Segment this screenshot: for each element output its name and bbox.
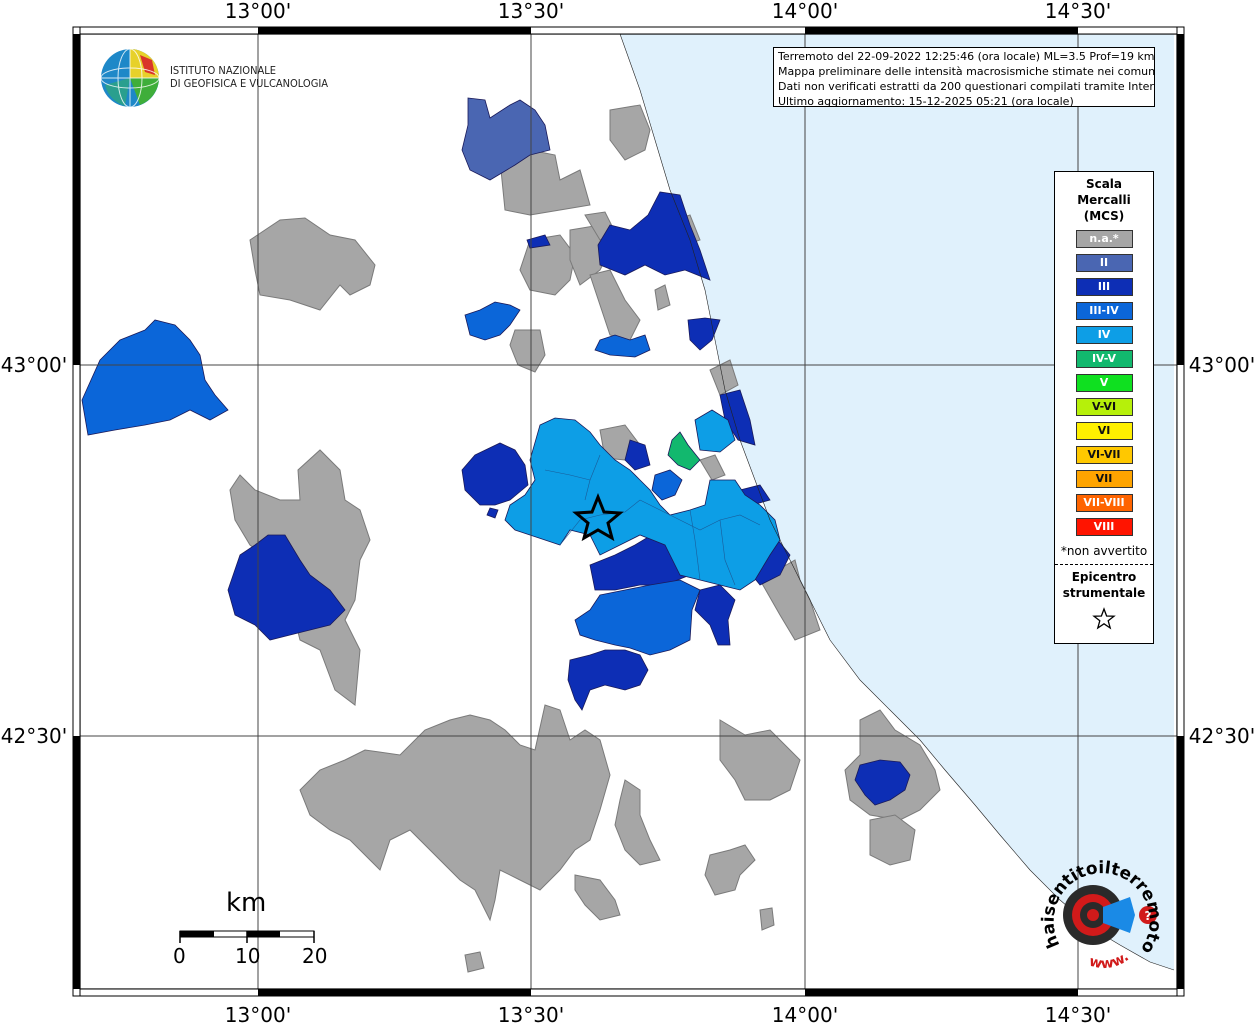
legend-note: *non avvertito [1060, 544, 1148, 558]
legend-separator [1055, 564, 1153, 565]
legend-item: VII-VIII [1075, 494, 1133, 512]
legend-item: VIII [1075, 518, 1133, 536]
legend-title: Scala Mercalli (MCS) [1055, 176, 1153, 224]
ingv-line-2: DI GEOFISICA E VULCANOLOGIA [170, 77, 329, 90]
legend-item: II [1075, 254, 1133, 272]
scale-tick-20: 20 [302, 944, 328, 968]
ingv-logo-icon [100, 48, 160, 108]
intensity-municipalities [81, 97, 911, 806]
legend-title-3: (MCS) [1083, 209, 1125, 223]
scale-tick-0: 0 [173, 944, 186, 968]
legend-item: V [1075, 374, 1133, 392]
legend-title-1: Scala [1085, 177, 1123, 191]
bottom-label-1430: 14°30' [1045, 1003, 1111, 1024]
legend-item: VI [1075, 422, 1133, 440]
ingv-line-1: ISTITUTO NAZIONALE [170, 64, 277, 77]
legend-item: III [1075, 278, 1133, 296]
hsit-www-text: www. [1088, 949, 1132, 972]
ingv-name: ISTITUTO NAZIONALE DI GEOFISICA E VULCAN… [170, 64, 328, 90]
legend-star-icon [1092, 607, 1116, 630]
frame-bars [72, 26, 1185, 997]
legend-item: V-VI [1075, 398, 1133, 416]
top-label-1330: 13°30' [498, 0, 564, 23]
top-label-1400: 14°00' [772, 0, 838, 23]
bottom-label-1300: 13°00' [225, 1003, 291, 1024]
scale-tick-10: 10 [235, 944, 261, 968]
top-label-1300: 13°00' [225, 0, 291, 23]
legend-epicenter-2: strumentale [1062, 586, 1146, 600]
legend-item: IV-V [1075, 350, 1133, 368]
legend-item: VI-VII [1075, 446, 1133, 464]
bottom-label-1330: 13°30' [498, 1003, 564, 1024]
legend-item: VII [1075, 470, 1133, 488]
intensity-legend: Scala Mercalli (MCS) n.a.* II III III-IV IV I… [1054, 171, 1154, 644]
coastline [619, 33, 1175, 971]
legend-title-2: Mercalli [1077, 193, 1131, 207]
legend-epicenter: Epicentro strumentale [1055, 569, 1153, 601]
legend-items: n.a.* II III III-IV IV IV-V V V-VI VI VI-VII VII VI… [1055, 230, 1153, 536]
info-line-1: Terremoto del 22-09-2022 12:25:46 (ora l… [778, 50, 1155, 63]
info-line-4: Ultimo aggiornamento: 15-12-2025 05:21 (… [778, 95, 1074, 107]
svg-text:?: ? [1145, 909, 1152, 923]
right-label-4230: 42°30' [1189, 724, 1255, 748]
epicenter-star-icon [572, 492, 624, 542]
bottom-label-1400: 14°00' [772, 1003, 838, 1024]
info-box: Terremoto del 22-09-2022 12:25:46 (ora l… [773, 47, 1155, 107]
left-label-4300: 43°00' [1, 353, 67, 377]
scale-unit: km [226, 888, 267, 918]
legend-item: IV [1075, 326, 1133, 344]
right-label-4300: 43°00' [1189, 353, 1255, 377]
info-line-3: Dati non verificati estratti da 200 ques… [778, 80, 1155, 93]
svg-text:www.: www. [1088, 949, 1132, 972]
top-label-1430: 14°30' [1045, 0, 1111, 23]
scale-bar [179, 930, 315, 943]
legend-item: III-IV [1075, 302, 1133, 320]
left-label-4230: 42°30' [1, 724, 67, 748]
legend-epicenter-1: Epicentro [1071, 570, 1137, 584]
legend-item: n.a.* [1075, 230, 1133, 248]
info-line-2: Mappa preliminare delle intensità macros… [778, 65, 1155, 78]
